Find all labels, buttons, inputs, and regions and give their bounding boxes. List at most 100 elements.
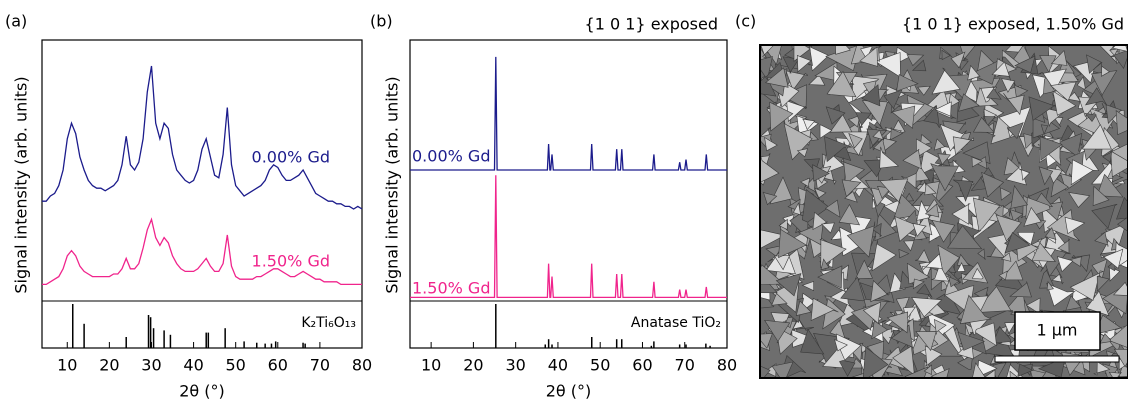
crystal <box>952 179 974 202</box>
x-tick-label: 40 <box>548 356 568 375</box>
crystal <box>967 64 981 81</box>
crystal <box>1094 231 1109 247</box>
crystal <box>1099 333 1113 344</box>
crystal <box>861 84 881 107</box>
crystal <box>1113 348 1128 368</box>
crystal <box>855 112 872 129</box>
crystal <box>870 279 889 303</box>
crystal <box>802 118 816 131</box>
crystal <box>883 89 903 111</box>
crystal <box>1025 297 1041 315</box>
crystal <box>931 219 956 243</box>
panel-label: (a) <box>5 12 27 31</box>
crystal <box>901 172 917 190</box>
crystal <box>950 51 966 69</box>
crystal <box>1039 136 1063 161</box>
crystal <box>1001 78 1016 93</box>
crystal <box>911 59 927 72</box>
crystal <box>981 171 1005 198</box>
x-tick-label: 20 <box>99 356 119 375</box>
spectrum <box>42 65 363 210</box>
crystal <box>1117 216 1128 232</box>
crystal <box>995 214 1022 242</box>
crystal <box>1084 87 1108 106</box>
series-label: 1.50% Gd <box>252 252 330 271</box>
crystal <box>1000 187 1012 201</box>
crystal <box>820 258 830 271</box>
crystal <box>760 365 771 378</box>
reference-label: K₂Ti₆O₁₃ <box>301 315 356 331</box>
crystal <box>998 106 1031 138</box>
crystal <box>923 104 940 129</box>
crystal <box>819 124 833 139</box>
crystal <box>871 320 889 340</box>
crystal <box>871 240 897 272</box>
x-tick-label: 70 <box>310 356 330 375</box>
crystal <box>771 361 794 378</box>
crystal <box>971 267 984 280</box>
crystal <box>835 45 851 55</box>
crystal <box>814 187 827 200</box>
crystal <box>1017 363 1034 377</box>
crystal <box>874 52 901 78</box>
crystal <box>1000 252 1012 262</box>
panel-label: (b) <box>370 12 393 31</box>
crystal <box>1023 206 1042 227</box>
crystal <box>764 136 778 152</box>
crystal <box>1009 184 1029 217</box>
crystal <box>1009 370 1018 378</box>
crystal <box>956 262 966 273</box>
crystal <box>783 122 813 161</box>
crystal <box>769 101 794 132</box>
crystal <box>1051 273 1064 285</box>
crystal <box>792 202 804 216</box>
crystal <box>1014 55 1036 74</box>
crystal <box>796 148 808 158</box>
crystal <box>916 138 933 158</box>
crystal <box>959 294 992 325</box>
crystal <box>826 70 857 98</box>
reference-label: Anatase TiO₂ <box>631 315 721 331</box>
spectrum <box>42 217 362 286</box>
crystal <box>846 221 876 258</box>
y-axis-label: Signal intensity (arb. units) <box>12 76 31 293</box>
crystal <box>801 281 815 292</box>
crystal <box>1100 222 1127 250</box>
crystal <box>912 278 925 290</box>
crystal <box>992 326 1012 344</box>
crystal <box>817 265 843 289</box>
crystal <box>1050 81 1077 102</box>
y-axis-label: Signal intensity (arb. units) <box>383 76 402 293</box>
crystal <box>1064 216 1086 235</box>
crystal <box>1116 196 1128 220</box>
crystal <box>824 199 841 218</box>
crystal <box>879 146 900 169</box>
crystal <box>948 276 960 288</box>
crystal <box>1066 91 1082 102</box>
crystal <box>1091 258 1108 280</box>
crystal <box>879 178 909 204</box>
crystal <box>778 228 808 259</box>
crystal <box>824 136 852 163</box>
crystal <box>1006 122 1024 140</box>
x-tick-label: 60 <box>268 356 288 375</box>
crystal <box>972 362 986 378</box>
crystal <box>796 55 812 73</box>
crystal <box>1018 168 1031 181</box>
crystal <box>1109 323 1128 348</box>
crystal <box>799 177 811 188</box>
crystal <box>972 116 995 133</box>
crystal <box>915 331 937 352</box>
crystal <box>903 240 915 252</box>
sem-frame <box>759 44 1128 379</box>
crystal <box>1101 65 1110 77</box>
x-tick-label: 10 <box>421 356 441 375</box>
crystal <box>951 203 971 225</box>
crystal <box>778 218 788 230</box>
spectrum <box>410 56 727 171</box>
crystal <box>871 222 882 238</box>
crystal <box>986 86 1002 100</box>
crystal <box>1056 256 1074 273</box>
crystal <box>1009 281 1032 298</box>
crystal <box>839 360 856 377</box>
